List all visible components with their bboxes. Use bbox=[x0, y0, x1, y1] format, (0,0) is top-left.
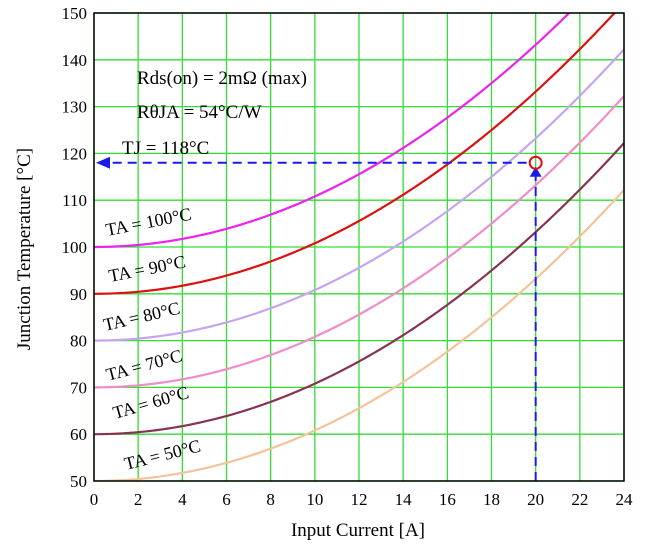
x-tick-label: 18 bbox=[483, 490, 500, 509]
x-tick-label: 16 bbox=[439, 490, 456, 509]
curve-label: TA = 80°C bbox=[101, 298, 181, 335]
y-tick-label: 130 bbox=[62, 98, 88, 117]
x-tick-label: 8 bbox=[266, 490, 275, 509]
series-line bbox=[94, 48, 624, 342]
curve-label: TA = 50°C bbox=[122, 436, 202, 474]
x-tick-label: 10 bbox=[306, 490, 323, 509]
curve-label: TA = 70°C bbox=[104, 345, 184, 384]
guide-lines bbox=[96, 155, 543, 481]
curve-label: TA = 60°C bbox=[111, 382, 191, 423]
series-line bbox=[94, 13, 617, 295]
x-tick-label: 2 bbox=[134, 490, 143, 509]
y-tick-label: 150 bbox=[62, 4, 88, 23]
series-line bbox=[94, 13, 571, 249]
up-arrow-head bbox=[529, 166, 542, 177]
y-tick-label: 70 bbox=[70, 378, 87, 397]
series-line bbox=[94, 95, 624, 389]
x-tick-label: 0 bbox=[90, 490, 99, 509]
y-tick-label: 60 bbox=[70, 425, 87, 444]
x-axis-label: Input Current [A] bbox=[291, 520, 425, 541]
y-tick-label: 80 bbox=[70, 332, 87, 351]
rtheta-annotation: RθJA = 54°C/W bbox=[137, 102, 262, 123]
x-tick-label: 12 bbox=[351, 490, 368, 509]
curve-label: TA = 100°C bbox=[104, 204, 193, 240]
x-tick-label: 24 bbox=[616, 490, 634, 509]
x-tick-label: 22 bbox=[571, 490, 588, 509]
operating-point-marker bbox=[528, 155, 543, 170]
y-tick-label: 50 bbox=[70, 472, 87, 491]
x-tick-label: 20 bbox=[527, 490, 544, 509]
curve-label: TA = 90°C bbox=[107, 251, 187, 286]
y-tick-label: 140 bbox=[62, 51, 88, 70]
y-tick-label: 90 bbox=[70, 285, 87, 304]
tj-annotation: TJ = 118°C bbox=[122, 138, 209, 159]
x-tick-label: 4 bbox=[178, 490, 187, 509]
tick-labels: 0 2 4 6 8 10 12 14 16 18 20 22 245060708090100110120… bbox=[62, 4, 634, 509]
rds-annotation: Rds(on) = 2mΩ (max) bbox=[137, 68, 307, 89]
left-arrow-head bbox=[96, 156, 110, 169]
y-tick-label: 120 bbox=[62, 144, 88, 163]
plot-frame bbox=[93, 12, 625, 482]
x-tick-label: 14 bbox=[395, 490, 413, 509]
y-tick-label: 100 bbox=[62, 238, 88, 257]
y-tick-label: 110 bbox=[62, 191, 87, 210]
x-tick-label: 6 bbox=[222, 490, 231, 509]
y-axis-label: Junction Temperature [°C] bbox=[14, 148, 35, 350]
